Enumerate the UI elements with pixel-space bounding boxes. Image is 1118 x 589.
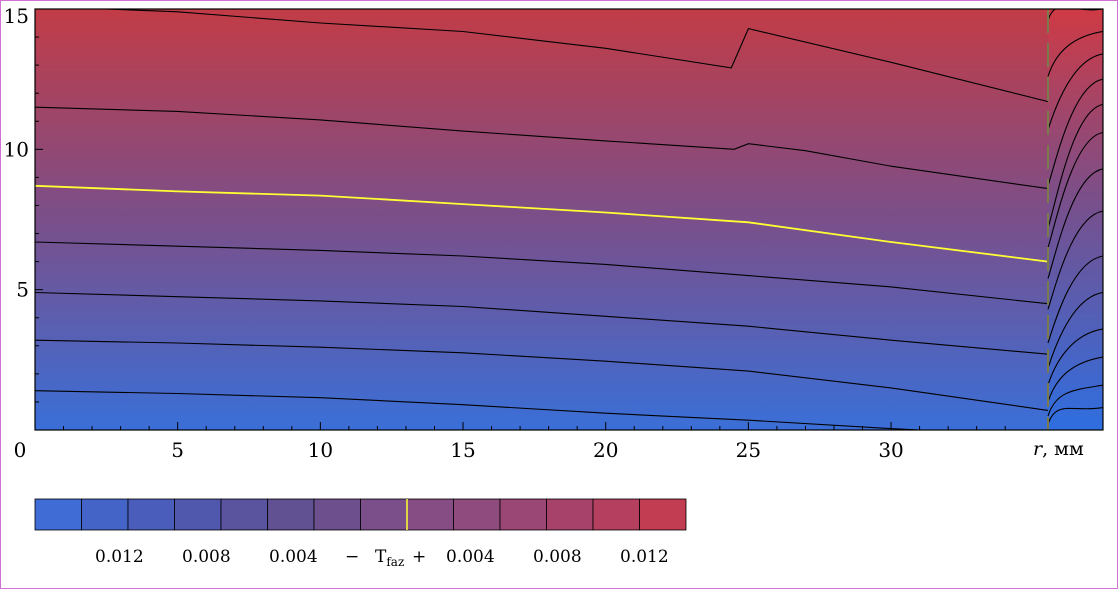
y-tick-label: 15 xyxy=(4,4,29,28)
legend-label-neg-0012: 0.012 xyxy=(95,547,144,567)
boundary-contour xyxy=(1047,30,1103,77)
x-axis-ticks: 0 5 10 15 20 25 30 xyxy=(14,422,1006,462)
contour-line xyxy=(35,291,1049,355)
contour-line xyxy=(35,339,1049,411)
colorbar-swatch xyxy=(313,498,361,531)
boundary-contour xyxy=(1047,356,1103,403)
colorbar-swatch xyxy=(453,498,501,531)
x-tick-label: 15 xyxy=(450,438,475,462)
legend-minus-sign: − xyxy=(345,547,359,567)
y-axis-ticks: 5 10 15 xyxy=(4,4,43,403)
x-tick-label: 5 xyxy=(171,438,184,462)
x-tick-label: 20 xyxy=(593,438,618,462)
boundary-contour xyxy=(1047,291,1103,369)
colorbar-swatch xyxy=(127,498,175,531)
colorbar-swatch xyxy=(34,498,82,531)
colorbar-legend xyxy=(34,498,687,531)
boundary-contour xyxy=(1047,210,1103,310)
legend-label-pos-0004: 0.004 xyxy=(446,547,495,567)
y-tick-label: 10 xyxy=(4,137,29,161)
contour-line xyxy=(35,106,1049,190)
boundary-contour xyxy=(1047,78,1103,186)
colorbar-labels: 0.012 0.008 0.004 − Tfaz + 0.004 0.008 0… xyxy=(95,547,669,569)
colorbar-swatch xyxy=(174,498,222,531)
colorbar-swatch xyxy=(81,498,129,531)
boundary-contour xyxy=(1047,328,1103,386)
legend-label-neg-0008: 0.008 xyxy=(182,547,231,567)
boundary-contour xyxy=(1047,103,1103,229)
plot-border xyxy=(34,8,1104,431)
colorbar-swatch xyxy=(406,498,454,531)
colorbar-swatch xyxy=(592,498,640,531)
right-region xyxy=(1048,9,1103,430)
contour-line xyxy=(35,241,1049,305)
legend-tfaz-label: Tfaz xyxy=(375,547,404,569)
contour-line-highlight xyxy=(35,184,1049,263)
colorbar-swatch xyxy=(499,498,547,531)
contour-line xyxy=(35,390,920,430)
boundary-contour-fan xyxy=(1047,9,1103,425)
x-tick-label: 10 xyxy=(308,438,333,462)
x-axis-title: r, мм xyxy=(1033,438,1084,460)
x-tick-label: 30 xyxy=(878,438,903,462)
y-tick-label: 5 xyxy=(16,278,29,302)
colorbar-swatch xyxy=(546,498,594,531)
contour-lines xyxy=(35,9,1049,430)
colorbar-swatch xyxy=(267,498,315,531)
x-tick-label: 25 xyxy=(736,438,761,462)
boundary-contour xyxy=(1047,407,1103,425)
colorbar-swatch xyxy=(220,498,268,531)
boundary-contour xyxy=(1047,131,1103,248)
boundary-contour xyxy=(1047,384,1103,417)
boundary-contour xyxy=(1047,9,1103,21)
boundary-contour xyxy=(1047,168,1103,279)
contour-line xyxy=(92,9,1049,103)
legend-label-neg-0004: 0.004 xyxy=(269,547,318,567)
x-tick-label: 0 xyxy=(14,438,27,462)
legend-label-pos-0012: 0.012 xyxy=(620,547,669,567)
colorbar-swatch xyxy=(639,498,687,531)
boundary-contour xyxy=(1047,255,1103,344)
colorbar-swatch xyxy=(360,498,408,531)
legend-label-pos-0008: 0.008 xyxy=(533,547,582,567)
plot-background xyxy=(35,9,1103,430)
legend-plus-sign: + xyxy=(412,547,426,567)
boundary-contour xyxy=(1047,53,1103,130)
